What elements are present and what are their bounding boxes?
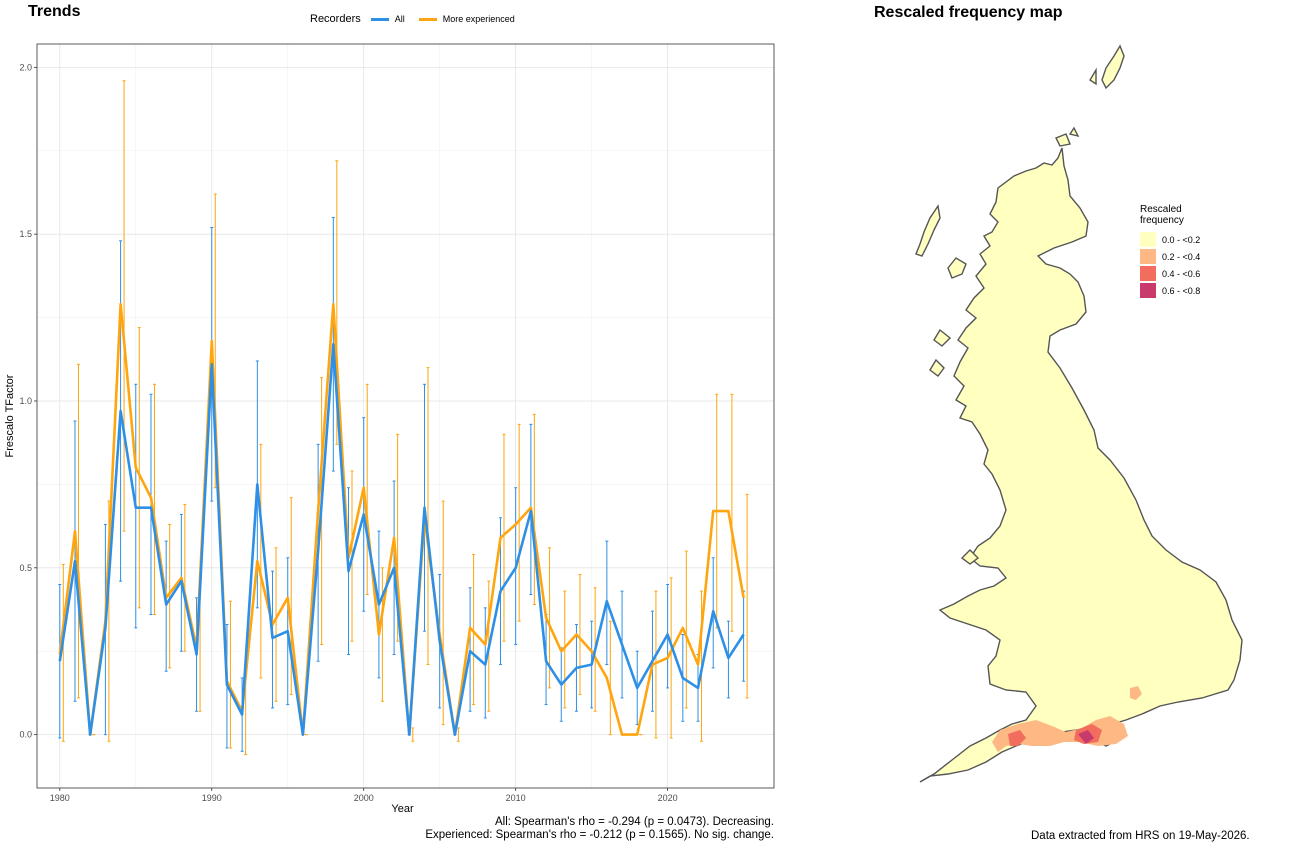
map-legend-row: 0.6 - <0.8 — [1140, 282, 1210, 299]
x-tick-label: 1980 — [50, 793, 70, 803]
legend-label-experienced: More experienced — [442, 14, 515, 24]
map-legend-label-3: 0.6 - <0.8 — [1162, 285, 1201, 296]
plot-border — [36, 43, 775, 789]
map-legend-row: 0.0 - <0.2 — [1140, 231, 1210, 248]
y-tick-label: 2.0 — [19, 62, 32, 72]
x-axis-title: Year — [391, 803, 414, 815]
map-outer-hebrides — [915, 204, 941, 257]
y-tick-label: 0.5 — [19, 563, 32, 573]
y-tick-label: 1.5 — [19, 229, 32, 239]
x-tick-label: 2010 — [506, 793, 526, 803]
map-inner-hebrides — [929, 257, 967, 377]
legend-swatch-all — [370, 17, 389, 21]
x-tick-label: 1990 — [202, 793, 222, 803]
stats-line-all: All: Spearman's rho = -0.294 (p = 0.0473… — [495, 816, 774, 828]
frequency-map — [915, 44, 1243, 783]
stats-text: All: Spearman's rho = -0.294 (p = 0.0473… — [425, 816, 774, 842]
y-tick-label: 1.0 — [19, 396, 32, 406]
x-tick-label: 2020 — [658, 793, 678, 803]
map-area-0-4 — [1008, 724, 1102, 746]
map-legend-row: 0.4 - <0.6 — [1140, 265, 1210, 282]
trend-chart: 0.0 0.5 1.0 1.5 2.0 1980 1990 2000 2010 2020 Year F… — [4, 43, 775, 815]
map-legend: Rescaled frequency 0.0 - <0.2 0.2 - <0.4… — [1140, 204, 1210, 299]
map-legend-title: Rescaled frequency — [1140, 204, 1184, 226]
legend-swatch-experienced — [418, 17, 437, 21]
map-legend-row: 0.2 - <0.4 — [1140, 248, 1210, 265]
map-legend-swatch-3 — [1140, 283, 1156, 298]
map-gb-mainland — [919, 147, 1243, 783]
map-legend-swatch-1 — [1140, 249, 1156, 264]
legend-label-all: All — [394, 14, 405, 24]
map-title: Rescaled frequency map — [874, 4, 1063, 21]
legend-title: Recorders — [310, 13, 361, 25]
y-tick-label: 0.0 — [19, 730, 32, 740]
data-credit: Data extracted from HRS on 19-May-2026. — [1031, 830, 1250, 842]
map-area-0-2-east — [1130, 686, 1142, 700]
map-frequency-overlays — [992, 686, 1142, 752]
map-legend-label-0: 0.0 - <0.2 — [1162, 234, 1201, 245]
map-legend-label-2: 0.4 - <0.6 — [1162, 268, 1201, 279]
map-legend-label-1: 0.2 - <0.4 — [1162, 251, 1201, 262]
map-shetland — [1089, 44, 1125, 90]
map-area-0-6 — [1078, 730, 1094, 744]
x-tick-label: 2000 — [354, 793, 374, 803]
chart-title: Trends — [28, 3, 81, 20]
map-legend-swatch-2 — [1140, 266, 1156, 281]
stats-line-experienced: Experienced: Spearman's rho = -0.212 (p … — [425, 829, 774, 841]
map-area-0-2 — [992, 716, 1128, 752]
series-line-all — [58, 342, 745, 736]
map-orkney — [1055, 126, 1080, 147]
map-legend-swatch-0 — [1140, 232, 1156, 247]
map-anglesey — [960, 549, 980, 565]
y-axis-title: Frescalo TFactor — [4, 374, 16, 457]
map-land — [915, 44, 1243, 783]
series-line-experienced — [58, 302, 745, 736]
chart-legend: Recorders All More experienced — [310, 13, 523, 25]
